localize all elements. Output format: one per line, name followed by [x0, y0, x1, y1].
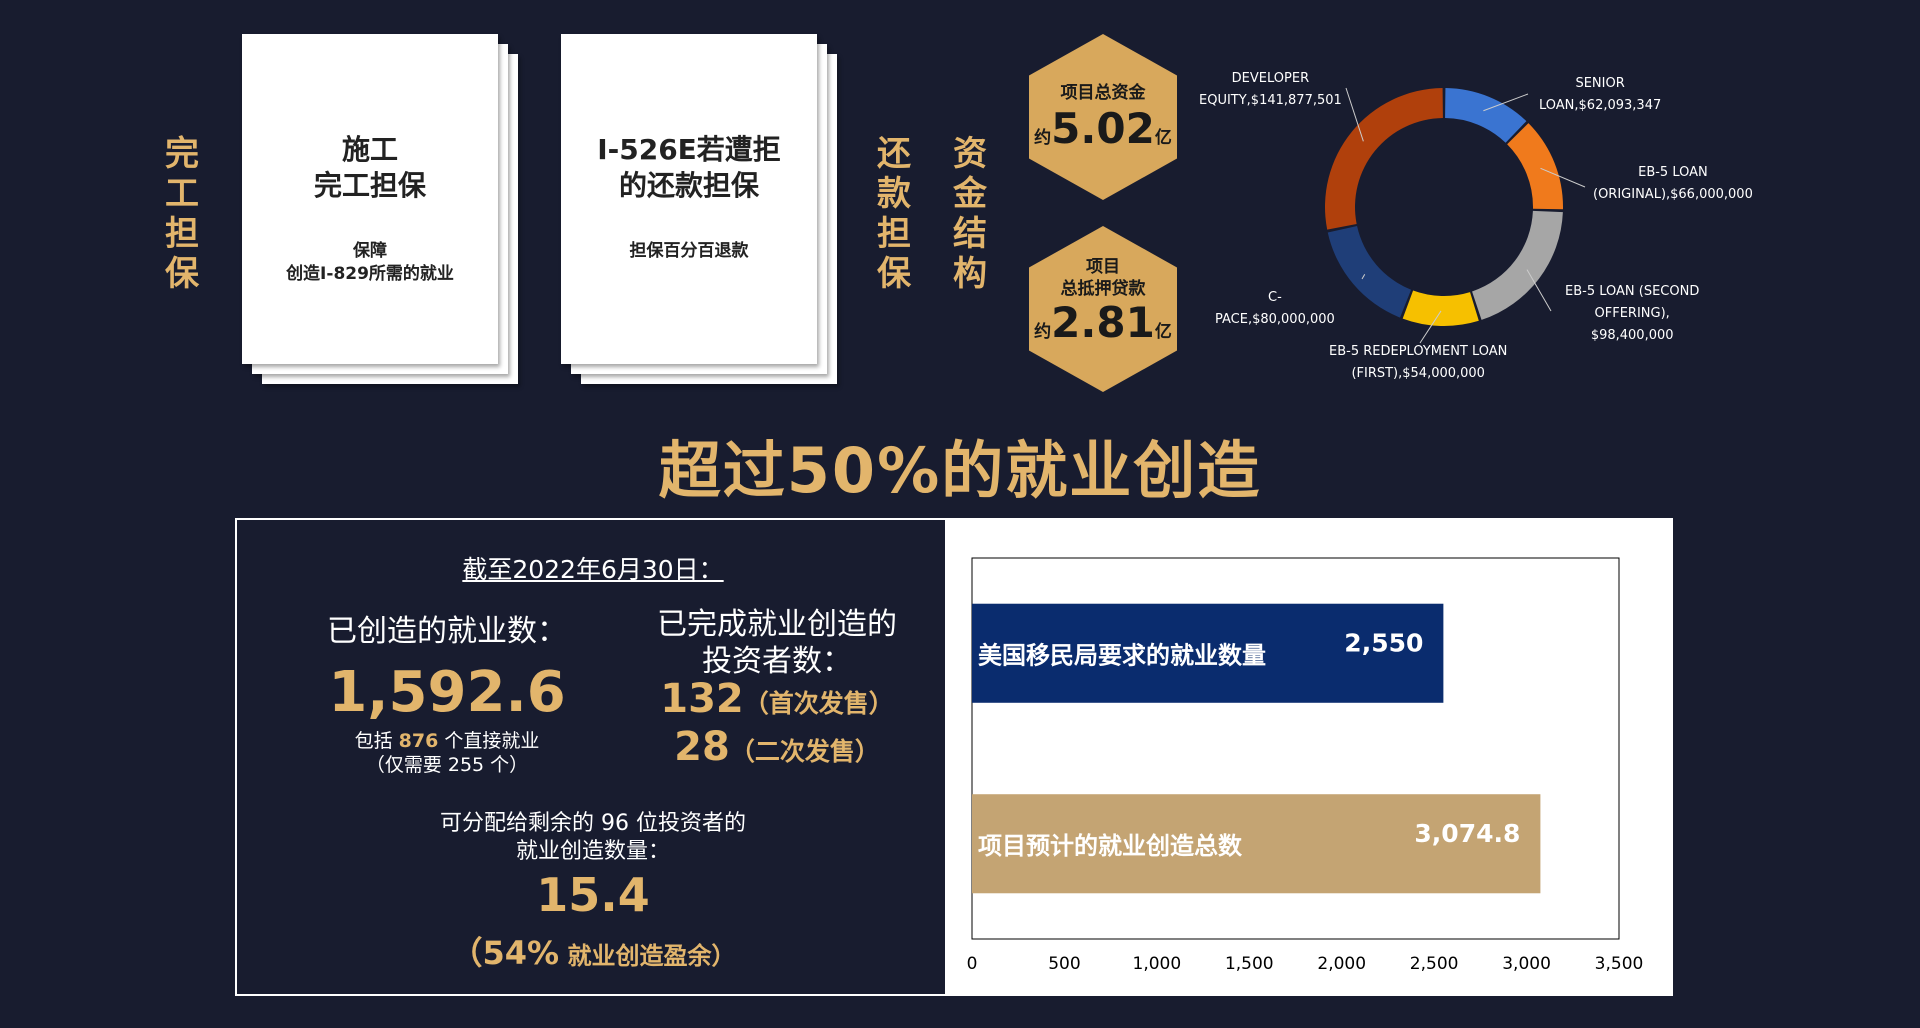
donut-leader-line [1483, 93, 1529, 112]
donut-label-developer-equity: DEVELOPER EQUITY,$141,877,501 [1199, 71, 1342, 108]
jobs-created-label: 已创造的就业数： [327, 614, 567, 649]
donut-leader-line [1540, 167, 1586, 188]
bar-category-label: 项目预计的就业创造总数 [978, 832, 1243, 860]
date-line: 截至2022年6月30日： [462, 555, 724, 584]
donut-label-cpace: C- PACE,$80,000,000 [1215, 290, 1335, 327]
capital-structure-donut-chart [1325, 87, 1586, 344]
donut-segment [1325, 88, 1443, 230]
remaining-value: 15.4 [536, 868, 650, 922]
card-title: I-526E若遭拒 的还款担保 [597, 133, 781, 202]
donut-leader-line [1419, 310, 1442, 344]
bar [972, 794, 1541, 894]
remaining-label: 可分配给剩余的 96 位投资者的 就业创造数量： [440, 811, 746, 864]
donut-segment [1472, 210, 1563, 320]
x-tick-label: 2,000 [1317, 954, 1366, 974]
bar-value-label: 2,550 [1344, 628, 1423, 657]
bar-category-label: 美国移民局要求的就业数量 [978, 641, 1266, 669]
x-tick-label: 3,000 [1502, 954, 1551, 974]
donut-leader-line [1361, 274, 1366, 280]
headline: 超过50%的就业创造 [658, 434, 1262, 507]
donut-label-eb5-redeployment: EB-5 REDEPLOYMENT LOAN (FIRST),$54,000,0… [1329, 344, 1508, 381]
first-offering-count: 132（首次发售） [660, 676, 894, 722]
x-tick-label: 1,500 [1225, 954, 1274, 974]
repayment-guarantee-card: I-526E若遭拒 的还款担保 担保百分百退款 [561, 34, 851, 404]
donut-segment [1445, 88, 1527, 143]
second-offering-count: 28（二次发售） [674, 724, 880, 770]
donut-leader-line [1526, 269, 1552, 312]
donut-label-eb5-second: EB-5 LOAN (SECOND OFFERING), $98,400,000 [1565, 284, 1700, 343]
x-tick-label: 3,500 [1595, 954, 1644, 974]
bar [972, 603, 1444, 703]
x-tick-label: 1,000 [1133, 954, 1182, 974]
jobs-bar-chart: 美国移民局要求的就业数量 2,550 项目预计的就业创造总数 3,074.8 0 500 1… [967, 557, 1644, 974]
repayment-guarantee-vertical-label: 还 款 担 保 [877, 134, 911, 294]
donut-segment [1327, 226, 1412, 318]
x-tick-label: 500 [1048, 954, 1080, 974]
job-stats-panel: 截至2022年6月30日： 已创造的就业数： 1,592.6 包括 876 个直… [235, 518, 947, 996]
completion-guarantee-vertical-label: 完 工 担 保 [165, 134, 199, 294]
jobs-bar-chart-panel: 美国移民局要求的就业数量 2,550 项目预计的就业创造总数 3,074.8 0 500 1… [945, 518, 1673, 996]
card-subtitle: 保障 创造I-829所需的就业 [286, 241, 454, 284]
capital-structure-vertical-label: 资 金 结 构 [953, 134, 987, 294]
donut-segment [1507, 123, 1563, 210]
plot-area-frame [971, 557, 1620, 940]
direct-jobs-note: （仅需要 255 个） [365, 754, 529, 776]
card-subtitle: 担保百分百退款 [629, 241, 749, 261]
completion-guarantee-card: 施工 完工担保 保障 创造I-829所需的就业 [242, 34, 532, 404]
investors-label: 已完成就业创造的 投资者数： [657, 607, 897, 679]
x-tick-label: 0 [967, 954, 978, 974]
donut-label-senior-loan: SENIOR LOAN,$62,093,347 [1539, 76, 1662, 113]
donut-leader-line [1345, 87, 1364, 142]
donut-label-eb5-original: EB-5 LOAN (ORIGINAL),$66,000,000 [1593, 165, 1753, 202]
direct-jobs-line: 包括 876 个直接就业 [354, 730, 540, 752]
x-tick-label: 2,500 [1410, 954, 1459, 974]
donut-segment [1402, 290, 1479, 326]
jobs-created-value: 1,592.6 [328, 660, 566, 725]
bar-value-label: 3,074.8 [1414, 819, 1520, 848]
surplus-line: （54% 就业创造盈余） [450, 934, 736, 972]
card-title: 施工 完工担保 [313, 133, 426, 202]
